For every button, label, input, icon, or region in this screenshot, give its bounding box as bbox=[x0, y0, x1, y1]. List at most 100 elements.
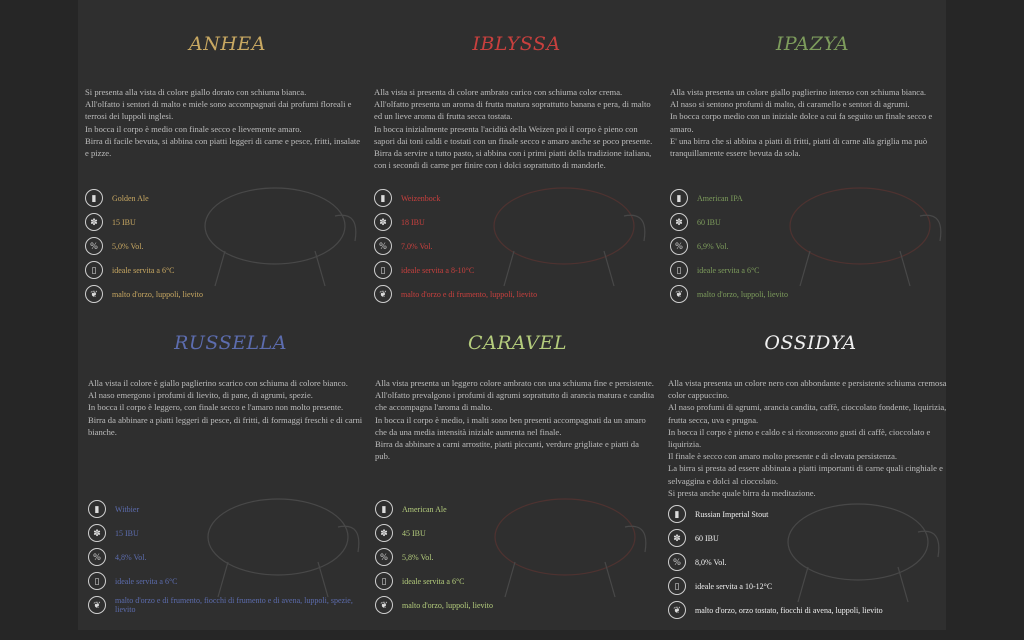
beer-title: IBLYSSA bbox=[472, 33, 561, 55]
bottle-icon: ▮ bbox=[374, 189, 392, 207]
spec-ibu: ✽ 45 IBU bbox=[375, 521, 660, 545]
spec-ingredients: ❦ malto d'orzo, luppoli, lievito bbox=[375, 593, 660, 617]
spec-abv: % 5,8% Vol. bbox=[375, 545, 660, 569]
beer-card-anhea: ANHEA Si presenta alla vista di colore g… bbox=[85, 0, 370, 640]
spec-style: ▮ Golden Ale bbox=[85, 186, 370, 210]
spec-ibu-value: 60 IBU bbox=[695, 533, 719, 543]
spec-ibu-value: 15 IBU bbox=[112, 217, 136, 227]
spec-ingredients-value: malto d'orzo, orzo tostato, fiocchi di a… bbox=[695, 605, 883, 615]
spec-ingredients-value: malto d'orzo, luppoli, lievito bbox=[112, 289, 203, 299]
beer-title: ANHEA bbox=[188, 33, 266, 55]
spec-abv-value: 5,8% Vol. bbox=[402, 552, 434, 562]
leaf-icon: ❦ bbox=[375, 596, 393, 614]
spec-serving: ▯ ideale servita a 6°C bbox=[88, 569, 373, 593]
spec-ibu: ✽ 15 IBU bbox=[88, 521, 373, 545]
spec-ibu: ✽ 60 IBU bbox=[668, 526, 953, 550]
glass-icon: ▯ bbox=[668, 577, 686, 595]
beer-description: Alla vista presenta un colore nero con a… bbox=[668, 378, 947, 498]
animal-illustration bbox=[787, 503, 940, 603]
glass-icon: ▯ bbox=[374, 261, 392, 279]
animal-illustration bbox=[204, 187, 357, 287]
beer-title: CARAVEL bbox=[467, 332, 568, 354]
percent-icon: % bbox=[670, 237, 688, 255]
spec-abv-value: 7,0% Vol. bbox=[401, 241, 433, 251]
glass-icon: ▯ bbox=[85, 261, 103, 279]
spec-ibu-value: 18 IBU bbox=[401, 217, 425, 227]
spec-style-value: Witbier bbox=[115, 504, 140, 514]
beer-description: Alla vista il colore è giallo paglierino… bbox=[88, 378, 363, 437]
leaf-icon: ❦ bbox=[670, 285, 688, 303]
spec-serving: ▯ ideale servita a 6°C bbox=[85, 258, 370, 282]
spec-ingredients-value: malto d'orzo, luppoli, lievito bbox=[697, 289, 788, 299]
spec-style: ▮ Russian Imperial Stout bbox=[668, 502, 953, 526]
glass-icon: ▯ bbox=[88, 572, 106, 590]
spec-ibu: ✽ 60 IBU bbox=[670, 210, 955, 234]
spec-ingredients-value: malto d'orzo e di frumento, fiocchi di f… bbox=[115, 596, 353, 614]
bottle-icon: ▮ bbox=[668, 505, 686, 523]
beer-card-iblyssa: IBLYSSA Alla vista si presenta di colore… bbox=[374, 0, 659, 640]
beer-specs: ▮ American Ale ✽ 45 IBU % 5,8% Vol. ▯ id… bbox=[375, 497, 660, 617]
spec-serving-value: ideale servita a 10-12°C bbox=[695, 581, 773, 591]
spec-ingredients: ❦ malto d'orzo, luppoli, lievito bbox=[85, 282, 370, 306]
glass-icon: ▯ bbox=[670, 261, 688, 279]
spec-style: ▮ American IPA bbox=[670, 186, 955, 210]
spec-style-value: American Ale bbox=[402, 504, 447, 514]
beer-description: Si presenta alla vista di colore giallo … bbox=[85, 87, 361, 159]
spec-serving-value: ideale servita a 6°C bbox=[402, 576, 465, 586]
animal-illustration bbox=[789, 187, 942, 287]
leaf-icon: ❦ bbox=[668, 601, 686, 619]
hop-icon: ✽ bbox=[670, 213, 688, 231]
spec-ingredients-value: malto d'orzo e di frumento, luppoli, lie… bbox=[401, 289, 538, 299]
spec-serving: ▯ ideale servita a 10-12°C bbox=[668, 574, 953, 598]
percent-icon: % bbox=[88, 548, 106, 566]
beer-description: Alla vista si presenta di colore ambrato… bbox=[374, 87, 653, 171]
spec-style: ▮ Witbier bbox=[88, 497, 373, 521]
bottle-icon: ▮ bbox=[670, 189, 688, 207]
beer-specs: ▮ Russian Imperial Stout ✽ 60 IBU % 8,0%… bbox=[668, 502, 953, 622]
spec-style-value: American IPA bbox=[697, 193, 743, 203]
spec-abv-value: 5,0% Vol. bbox=[112, 241, 144, 251]
beer-specs: ▮ Weizenbock ✽ 18 IBU % 7,0% Vol. ▯ idea… bbox=[374, 186, 659, 306]
spec-style-value: Russian Imperial Stout bbox=[695, 509, 769, 519]
beer-card-ipazya: IPAZYA Alla vista presenta un colore gia… bbox=[670, 0, 955, 640]
spec-ingredients: ❦ malto d'orzo e di frumento, fiocchi di… bbox=[88, 593, 373, 617]
percent-icon: % bbox=[374, 237, 392, 255]
beer-card-russella: RUSSELLA Alla vista il colore è giallo p… bbox=[88, 0, 373, 640]
spec-ingredients-value: malto d'orzo, luppoli, lievito bbox=[402, 600, 493, 610]
spec-serving-value: ideale servita a 6°C bbox=[112, 265, 175, 275]
spec-serving-value: ideale servita a 6°C bbox=[115, 576, 178, 586]
leaf-icon: ❦ bbox=[85, 285, 103, 303]
spec-abv: % 6,9% Vol. bbox=[670, 234, 955, 258]
beer-title: IPAZYA bbox=[775, 33, 850, 55]
spec-abv-value: 4,8% Vol. bbox=[115, 552, 147, 562]
bottle-icon: ▮ bbox=[375, 500, 393, 518]
spec-abv-value: 8,0% Vol. bbox=[695, 557, 727, 567]
spec-abv: % 8,0% Vol. bbox=[668, 550, 953, 574]
spec-ingredients: ❦ malto d'orzo, luppoli, lievito bbox=[670, 282, 955, 306]
beer-description: Alla vista presenta un leggero colore am… bbox=[375, 378, 655, 462]
spec-ingredients: ❦ malto d'orzo e di frumento, luppoli, l… bbox=[374, 282, 659, 306]
leaf-icon: ❦ bbox=[88, 596, 106, 614]
beer-title: OSSIDYA bbox=[764, 332, 857, 354]
hop-icon: ✽ bbox=[85, 213, 103, 231]
spec-abv: % 7,0% Vol. bbox=[374, 234, 659, 258]
beer-specs: ▮ American IPA ✽ 60 IBU % 6,9% Vol. ▯ id… bbox=[670, 186, 955, 306]
spec-style-value: Golden Ale bbox=[112, 193, 149, 203]
bottle-icon: ▮ bbox=[88, 500, 106, 518]
spec-serving-value: ideale servita a 8-10°C bbox=[401, 265, 475, 275]
spec-ingredients: ❦ malto d'orzo, orzo tostato, fiocchi di… bbox=[668, 598, 953, 622]
hop-icon: ✽ bbox=[375, 524, 393, 542]
spec-ibu-value: 45 IBU bbox=[402, 528, 426, 538]
leaf-icon: ❦ bbox=[374, 285, 392, 303]
spec-abv-value: 6,9% Vol. bbox=[697, 241, 729, 251]
percent-icon: % bbox=[85, 237, 103, 255]
spec-abv: % 5,0% Vol. bbox=[85, 234, 370, 258]
spec-style: ▮ Weizenbock bbox=[374, 186, 659, 210]
spec-serving: ▯ ideale servita a 6°C bbox=[670, 258, 955, 282]
spec-serving: ▯ ideale servita a 8-10°C bbox=[374, 258, 659, 282]
spec-serving: ▯ ideale servita a 6°C bbox=[375, 569, 660, 593]
animal-illustration bbox=[493, 187, 646, 287]
beer-specs: ▮ Golden Ale ✽ 15 IBU % 5,0% Vol. ▯ idea… bbox=[85, 186, 370, 306]
percent-icon: % bbox=[375, 548, 393, 566]
spec-serving-value: ideale servita a 6°C bbox=[697, 265, 760, 275]
